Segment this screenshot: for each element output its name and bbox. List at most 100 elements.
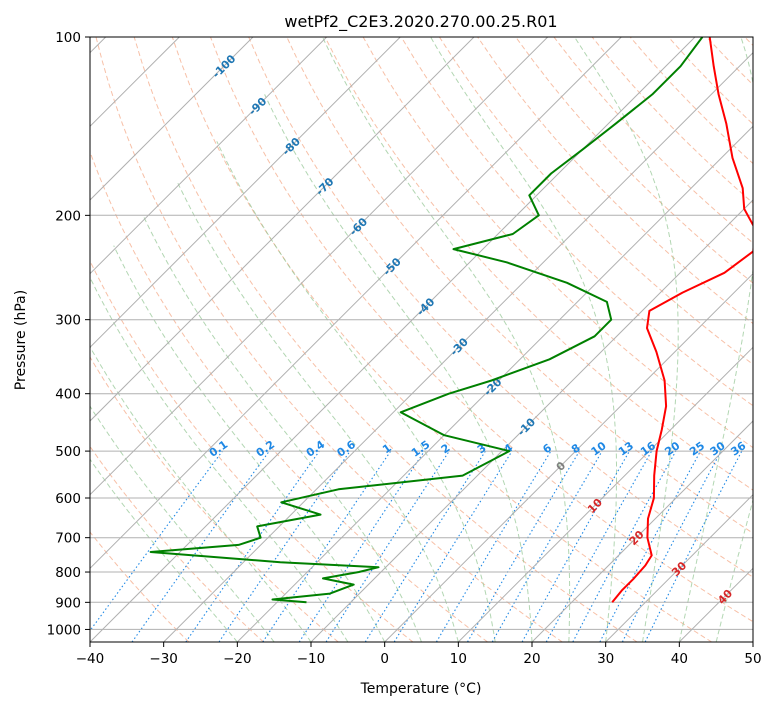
mixing-ratio-line (298, 450, 425, 642)
moist-adiabat-line (90, 458, 238, 642)
moist-adiabat-line (176, 180, 459, 642)
isotherm-line (163, 51, 753, 642)
mixing-ratio-line (325, 450, 450, 642)
isotherm-line (90, 37, 622, 570)
mixing-ratio-label: 25 (687, 439, 707, 458)
dry-adiabat-line (744, 37, 753, 47)
isotherm-label: -80 (280, 135, 303, 158)
pressure-gridlines (90, 37, 753, 630)
y-tick-label: 400 (55, 387, 81, 403)
y-axis: 100 200 300 400 500 600 700 800 900 1000 (47, 30, 90, 638)
isotherm-line (90, 37, 401, 349)
isotherm-line (605, 493, 753, 642)
moist-adiabat-line (90, 405, 275, 642)
mixing-ratio-line (572, 450, 677, 642)
mixing-ratio-label: 1.5 (409, 438, 432, 460)
mixing-ratio-label: 30 (708, 439, 728, 459)
dry-adiabat-line (95, 37, 563, 642)
mixing-ratio-label: 10 (589, 439, 609, 459)
x-tick-label: 0 (380, 651, 389, 667)
dry-adiabat-line (90, 531, 190, 642)
dry-adiabat-line (171, 37, 712, 642)
mixing-ratio-label: 0.1 (207, 438, 230, 460)
isotherms (90, 37, 753, 642)
x-tick-label: −10 (297, 651, 326, 667)
plot-frame (89, 36, 754, 643)
isotherm-line (90, 37, 549, 496)
dry-adiabat-line (90, 356, 339, 642)
isotherm-line (90, 37, 328, 275)
mixing-ratio-line (90, 450, 223, 632)
isotherm-line (531, 420, 753, 642)
mixing-ratio-label: 0.2 (254, 438, 277, 460)
isotherm-line (90, 37, 254, 201)
mixing-ratio-label: 0.4 (304, 438, 328, 460)
mixing-ratio-line (435, 450, 552, 642)
y-tick-label: 300 (55, 313, 81, 329)
profiles (149, 37, 753, 604)
dry-adiabat-line (438, 37, 753, 366)
mixing-ratio-line (218, 450, 351, 642)
dry-adiabat-line (248, 37, 753, 578)
mixing-ratio-line (467, 450, 580, 642)
moist-adiabat-line (715, 498, 753, 642)
plot-area: 0.1 0.2 0.4 0.6 1 1.5 2 3 4 6 8 10 13 16 20 25 30 36-100-… (90, 37, 753, 642)
line-labels: 0.1 0.2 0.4 0.6 1 1.5 2 3 4 6 8 10 13 16 20 25 30 36-100-… (207, 52, 749, 607)
moist-adiabats (90, 37, 753, 642)
mixing-ratio-label: 13 (616, 439, 636, 458)
moist-adiabat-line (90, 345, 312, 642)
dry-adiabat-line (210, 37, 753, 623)
moist-adiabat-line (574, 37, 679, 642)
y-tick-label: 900 (55, 595, 81, 611)
isotherm-line (384, 272, 753, 642)
mixing-ratio-label: 6 (540, 441, 554, 456)
mixing-ratio-lines (90, 450, 743, 642)
isotherm-line (752, 641, 753, 642)
x-tick-label: −30 (149, 651, 178, 667)
x-tick-label: −40 (76, 651, 105, 667)
moist-adiabat-line (322, 37, 571, 642)
dry-adiabat-line (591, 37, 753, 204)
mixing-ratio-line (521, 450, 630, 642)
mixing-ratio-label: 1 (380, 441, 394, 456)
moist-adiabat-line (430, 37, 617, 642)
isotherm-line (90, 37, 475, 422)
y-tick-label: 700 (55, 531, 81, 547)
y-tick-label: 200 (55, 208, 81, 224)
mixing-ratio-label: 0.6 (335, 438, 359, 460)
mixing-ratio-label: 2 (439, 441, 453, 456)
moist-adiabat-line (142, 215, 422, 642)
x-tick-label: 50 (744, 651, 761, 667)
isotherm-line (310, 199, 753, 642)
x-axis-title: Temperature (°C) (360, 681, 482, 697)
dry-adiabat-line (515, 37, 753, 284)
y-tick-label: 600 (55, 491, 81, 507)
isotherm-label: 40 (715, 587, 735, 607)
dry-adiabats (90, 37, 753, 642)
dry-adiabat-line (706, 37, 753, 86)
mixing-ratio-line (185, 450, 320, 642)
isotherm-line (457, 346, 753, 642)
isotherm-line (90, 37, 696, 642)
y-tick-label: 800 (55, 565, 81, 581)
dry-adiabat-line (400, 37, 753, 407)
mixing-ratio-line (393, 450, 513, 642)
dewpoint-profile-line (149, 37, 704, 604)
x-tick-label: 30 (597, 651, 614, 667)
mixing-ratio-label: 20 (662, 439, 682, 459)
x-tick-label: −20 (223, 651, 252, 667)
dry-adiabat-line (668, 37, 753, 125)
mixing-ratio-line (545, 450, 653, 642)
moist-adiabat-line (113, 245, 386, 642)
y-axis-title: Pressure (hPa) (13, 290, 29, 390)
x-tick-label: 20 (523, 651, 540, 667)
x-tick-label: 10 (450, 651, 467, 667)
mixing-ratio-line (262, 450, 392, 642)
x-axis: −40 −30 −20 −10 0 10 20 30 40 50 (76, 642, 762, 667)
temperature-profile-line (611, 37, 753, 603)
dry-adiabat-line (324, 37, 753, 491)
dry-adiabat-line (90, 445, 264, 642)
y-tick-label: 1000 (47, 622, 81, 638)
mixing-ratio-line (131, 450, 270, 642)
